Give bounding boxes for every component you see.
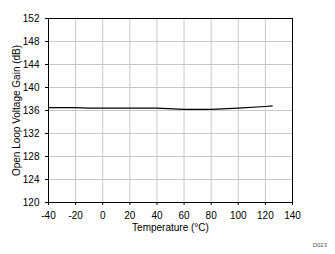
svg-text:152: 152	[23, 13, 40, 24]
svg-text:140: 140	[23, 82, 40, 93]
svg-text:148: 148	[23, 36, 40, 47]
svg-text:120: 120	[23, 197, 40, 208]
svg-text:Temperature (°C): Temperature (°C)	[132, 222, 209, 233]
svg-text:124: 124	[23, 174, 40, 185]
svg-text:120: 120	[257, 210, 274, 221]
svg-text:80: 80	[206, 210, 218, 221]
svg-text:-20: -20	[68, 210, 83, 221]
svg-text:144: 144	[23, 59, 40, 70]
svg-text:Open Loop Voltage Gain (dB): Open Loop Voltage Gain (dB)	[11, 45, 22, 176]
svg-text:20: 20	[124, 210, 136, 221]
html-text:D023: D023	[312, 242, 327, 248]
svg-text:100: 100	[230, 210, 247, 221]
svg-text:0: 0	[100, 210, 106, 221]
svg-text:60: 60	[178, 210, 190, 221]
svg-text:40: 40	[151, 210, 163, 221]
svg-text:128: 128	[23, 151, 40, 162]
svg-text:132: 132	[23, 128, 40, 139]
svg-text:-40: -40	[41, 210, 56, 221]
svg-text:140: 140	[284, 210, 301, 221]
svg-text:136: 136	[23, 105, 40, 116]
